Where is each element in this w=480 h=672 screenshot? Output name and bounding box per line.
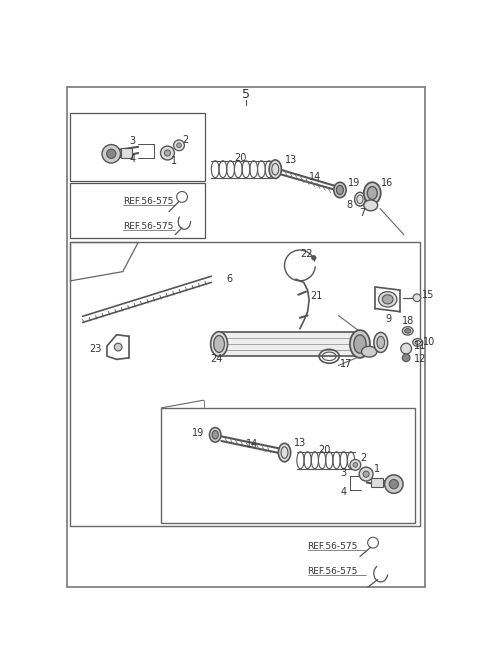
- Ellipse shape: [350, 330, 370, 358]
- Circle shape: [160, 146, 174, 160]
- Text: REF.56-575: REF.56-575: [308, 567, 358, 577]
- Ellipse shape: [374, 333, 388, 352]
- Circle shape: [102, 144, 120, 163]
- Text: 19: 19: [348, 178, 360, 188]
- Circle shape: [359, 467, 373, 481]
- Ellipse shape: [336, 185, 343, 195]
- Text: 12: 12: [414, 354, 426, 364]
- Text: 24: 24: [211, 354, 223, 364]
- Bar: [161, 408, 415, 523]
- Circle shape: [353, 462, 358, 467]
- Text: 2: 2: [182, 135, 188, 145]
- Ellipse shape: [378, 292, 397, 307]
- Circle shape: [402, 354, 410, 362]
- Text: 13: 13: [285, 155, 297, 165]
- Text: 20: 20: [234, 153, 247, 163]
- Ellipse shape: [212, 431, 218, 439]
- Circle shape: [363, 471, 369, 477]
- Ellipse shape: [214, 335, 225, 352]
- Circle shape: [114, 343, 122, 351]
- Ellipse shape: [334, 182, 346, 198]
- Text: 8: 8: [346, 200, 352, 210]
- Text: 13: 13: [294, 437, 306, 448]
- Text: REF.56-575: REF.56-575: [123, 197, 173, 206]
- Text: 22: 22: [300, 249, 312, 259]
- Circle shape: [389, 480, 398, 489]
- Text: 16: 16: [381, 178, 393, 188]
- Text: 5: 5: [242, 88, 250, 101]
- Text: 6: 6: [227, 274, 233, 284]
- Circle shape: [164, 150, 170, 156]
- Bar: [371, 478, 383, 487]
- Circle shape: [401, 343, 411, 354]
- Text: 23: 23: [89, 343, 101, 353]
- Circle shape: [350, 460, 361, 470]
- Circle shape: [413, 294, 421, 302]
- Bar: [71, 113, 205, 181]
- Ellipse shape: [367, 187, 377, 200]
- Text: 4: 4: [341, 487, 347, 497]
- Bar: [219, 332, 358, 356]
- Ellipse shape: [211, 332, 228, 356]
- Text: 2: 2: [360, 453, 366, 463]
- Circle shape: [174, 140, 184, 151]
- Text: 18: 18: [402, 316, 414, 326]
- Text: 9: 9: [385, 314, 392, 325]
- Ellipse shape: [382, 295, 393, 304]
- Text: 3: 3: [341, 468, 347, 478]
- Text: 17: 17: [340, 359, 352, 369]
- Text: 4: 4: [130, 154, 136, 164]
- Ellipse shape: [402, 327, 413, 335]
- Ellipse shape: [361, 346, 377, 357]
- Ellipse shape: [413, 339, 423, 346]
- Ellipse shape: [278, 444, 291, 462]
- Text: 3: 3: [130, 136, 136, 146]
- Ellipse shape: [364, 200, 378, 211]
- Text: 7: 7: [359, 208, 365, 218]
- Circle shape: [312, 255, 316, 260]
- Ellipse shape: [405, 329, 411, 333]
- Text: 14: 14: [309, 172, 322, 182]
- Text: 19: 19: [192, 428, 204, 438]
- Circle shape: [384, 475, 403, 493]
- Text: 1: 1: [170, 156, 177, 166]
- Text: 1: 1: [374, 464, 380, 474]
- Ellipse shape: [377, 336, 384, 349]
- Text: 11: 11: [414, 341, 426, 351]
- Ellipse shape: [364, 182, 381, 204]
- Text: 14: 14: [246, 439, 258, 449]
- Ellipse shape: [269, 160, 281, 179]
- Ellipse shape: [209, 427, 221, 442]
- Bar: [71, 243, 420, 526]
- Circle shape: [107, 149, 116, 159]
- Text: REF.56-575: REF.56-575: [308, 542, 358, 551]
- Text: 10: 10: [423, 337, 435, 347]
- Bar: [71, 183, 205, 239]
- Text: 21: 21: [310, 291, 322, 301]
- Circle shape: [177, 143, 181, 148]
- Bar: [121, 148, 132, 159]
- Ellipse shape: [354, 335, 366, 353]
- Text: 15: 15: [421, 290, 434, 300]
- Text: 20: 20: [318, 446, 331, 455]
- Text: REF.56-575: REF.56-575: [123, 222, 173, 231]
- Ellipse shape: [355, 192, 365, 206]
